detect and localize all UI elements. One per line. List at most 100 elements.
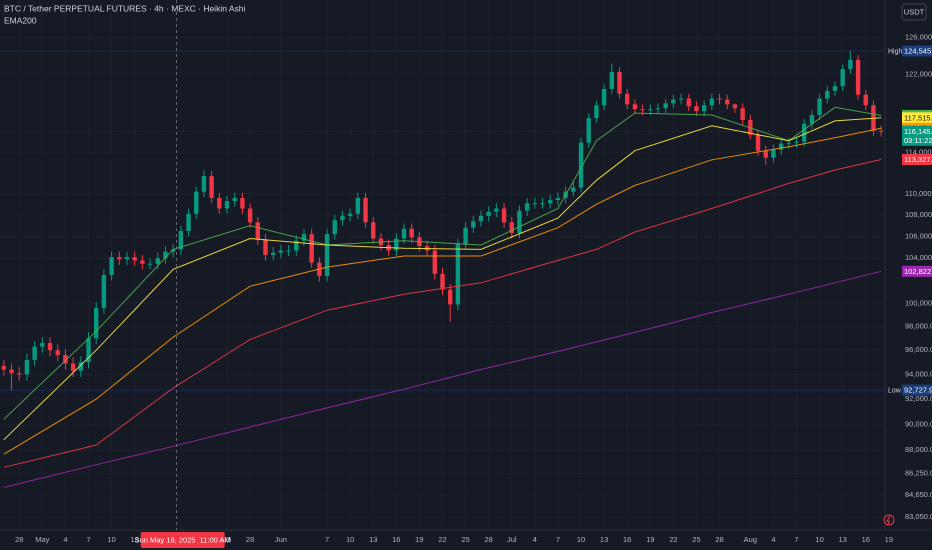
candle-body (201, 176, 207, 192)
candle-body (301, 234, 307, 241)
x-tick-label: 28 (15, 535, 23, 544)
price-label-box (902, 154, 932, 166)
x-tick-label: 4 (63, 535, 67, 544)
x-tick-label: 16 (862, 535, 870, 544)
x-tick-label: 7 (794, 535, 798, 544)
candle-body (594, 105, 599, 118)
x-tick-label: 10 (107, 535, 115, 544)
candle-body (340, 215, 345, 221)
candle-body (194, 191, 199, 214)
candle-body (178, 230, 184, 250)
candle-body (848, 59, 853, 70)
candle-body (617, 71, 622, 94)
y-tick-label: 114,000.0 (905, 148, 932, 157)
y-tick-label: 100,000.0 (905, 298, 932, 307)
candle-body (509, 222, 514, 234)
candle-body (1, 365, 7, 370)
candle-body (524, 203, 530, 211)
candle-body (247, 208, 253, 223)
chart-title: BTC / Tether PERPETUAL FUTURES · 4h · ME… (4, 3, 245, 13)
x-tick-label: 19 (646, 535, 654, 544)
crosshair-label-box (140, 532, 225, 548)
price-label: 92,727.9 (904, 386, 932, 395)
candle-body (648, 109, 653, 111)
x-tick-label: 28 (715, 535, 723, 544)
indicator-name: EMA200 (4, 15, 37, 25)
candle-body (632, 104, 638, 110)
candle-body (832, 86, 838, 91)
price-label-box (902, 125, 932, 146)
grid (0, 0, 885, 530)
candle-body (878, 130, 884, 132)
candle-body (9, 369, 14, 374)
candle-body (155, 258, 160, 264)
candle-body (117, 257, 122, 260)
candle-body (224, 201, 230, 209)
x-tick-label: 7 (556, 535, 560, 544)
candle-body (778, 143, 784, 150)
candle-body (494, 208, 499, 212)
candle-body (170, 249, 176, 252)
candle-body (132, 257, 137, 261)
x-tick-label: Jul (507, 535, 517, 544)
candle-body (401, 228, 407, 239)
ema-line (3, 117, 882, 441)
y-tick-label: 88,000.0 (905, 445, 932, 454)
lightning-icon (883, 514, 895, 526)
price-tag: Low (888, 387, 902, 394)
candle-body (278, 250, 284, 253)
candle-body (217, 197, 222, 209)
candle-body (355, 197, 361, 214)
x-tick-label: Aug (744, 535, 757, 544)
ema-line (3, 127, 882, 455)
candle-body (501, 208, 507, 223)
candle-body (709, 98, 715, 106)
currency-button-label[interactable]: USDT (904, 7, 925, 16)
candle-body (717, 98, 722, 100)
y-tick-label: 106,000.0 (905, 231, 932, 240)
candle-body (786, 142, 792, 144)
x-tick-label: May (35, 535, 49, 544)
candle-body (663, 103, 668, 109)
currency-button[interactable] (901, 3, 927, 21)
candle-body (694, 106, 699, 112)
y-tick-label: 84,650.0 (905, 490, 932, 499)
candle-body (601, 88, 607, 106)
ema-line (3, 159, 882, 468)
y-tick-label: 92,000.0 (905, 394, 932, 403)
price-label-box (902, 384, 932, 396)
y-tick-label: 96,000.0 (905, 345, 932, 354)
x-tick-label: 22 (438, 535, 446, 544)
candle-body (732, 104, 738, 109)
x-tick-label: 10 (346, 535, 354, 544)
candle-body (363, 197, 368, 223)
candle-body (270, 252, 276, 255)
candle-body (809, 115, 815, 124)
x-tick-label: Jun (275, 535, 287, 544)
y-tick-label: 90,000.0 (905, 419, 932, 428)
ema-line (3, 270, 882, 488)
candle-body (532, 203, 538, 205)
candle-body (101, 274, 107, 308)
candle-body (309, 234, 314, 263)
candle-body (640, 109, 645, 111)
x-tick-label: 25 (223, 535, 231, 544)
candle-body (140, 260, 145, 264)
x-tick-label: 16 (392, 535, 400, 544)
candle-body (817, 98, 822, 116)
candle-body (517, 210, 522, 234)
x-tick-label: 28 (246, 535, 254, 544)
y-tick-label: 83,050.0 (905, 512, 932, 521)
candle-body (578, 142, 584, 188)
candle-body (748, 119, 753, 135)
candle-body (147, 263, 153, 265)
x-tick-label: 25 (461, 535, 469, 544)
y-tick-label: 98,000.0 (905, 322, 932, 331)
x-tick-label: 13 (600, 535, 608, 544)
candle-body (55, 350, 60, 356)
crosshair-label: Sun May 18, 2025 11:00 AM (135, 535, 231, 544)
candle-body (432, 250, 438, 274)
candle-body (771, 149, 776, 158)
y-tick-label: 94,000.0 (905, 369, 932, 378)
